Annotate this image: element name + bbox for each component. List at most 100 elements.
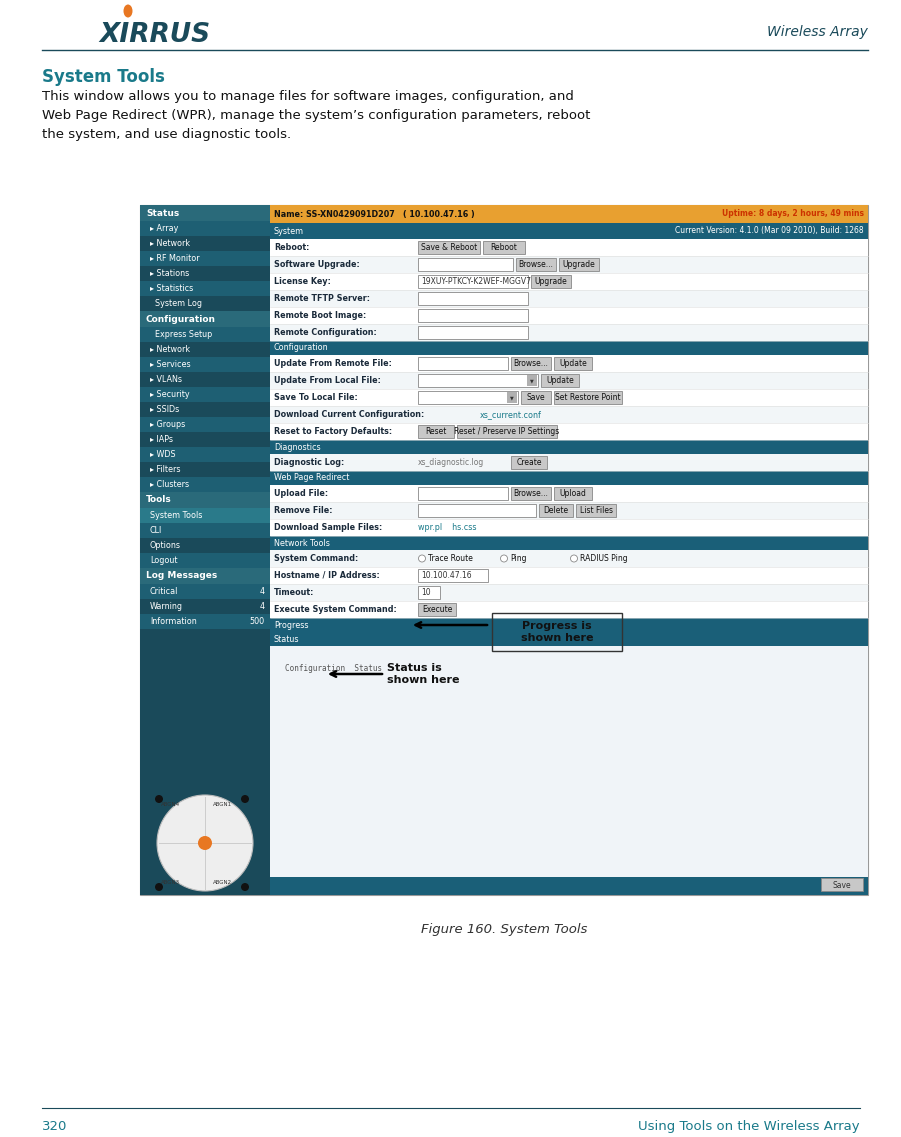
Text: ▸ RF Monitor: ▸ RF Monitor [150, 254, 200, 263]
Bar [457, 425, 557, 438]
Bar [270, 567, 868, 584]
Bar [270, 355, 868, 372]
Text: Reset / Preserve IP Settings: Reset / Preserve IP Settings [454, 428, 560, 435]
Text: Warning: Warning [150, 601, 183, 611]
Bar [270, 646, 868, 895]
Text: Update: Update [546, 376, 574, 385]
Circle shape [241, 883, 249, 891]
Bar [270, 471, 868, 485]
Text: ▸ Network: ▸ Network [150, 239, 190, 248]
Bar [140, 205, 868, 895]
Text: Save & Reboot: Save & Reboot [421, 243, 478, 252]
Circle shape [418, 555, 425, 562]
Text: Update From Local File:: Update From Local File: [274, 376, 381, 385]
Bar [418, 275, 528, 288]
Text: ▼: ▼ [510, 395, 514, 400]
Bar [270, 205, 868, 223]
Text: This window allows you to manage files for software images, configuration, and
W: This window allows you to manage files f… [42, 90, 590, 141]
Bar [140, 568, 270, 584]
Circle shape [241, 795, 249, 803]
Text: Browse...: Browse... [514, 489, 549, 498]
Bar [140, 372, 270, 387]
Text: Options: Options [150, 541, 181, 550]
Bar [270, 550, 868, 567]
Text: System Command:: System Command: [274, 554, 359, 563]
Text: ▸ Network: ▸ Network [150, 345, 190, 354]
Text: Configuration  Status: Configuration Status [285, 664, 382, 673]
Bar [539, 504, 573, 517]
Bar [418, 357, 508, 370]
Circle shape [157, 795, 253, 891]
Text: 4: 4 [260, 587, 265, 596]
Bar [270, 584, 868, 601]
Text: Log Messages: Log Messages [146, 572, 217, 581]
Text: ▸ Services: ▸ Services [150, 360, 191, 370]
Text: Figure 160. System Tools: Figure 160. System Tools [421, 923, 587, 936]
Circle shape [198, 836, 212, 850]
Bar [140, 523, 270, 538]
Bar [140, 281, 270, 296]
Text: Critical: Critical [150, 587, 178, 596]
Wedge shape [142, 350, 190, 446]
Bar [554, 487, 592, 500]
Bar [270, 518, 868, 536]
Bar [270, 619, 868, 632]
Text: ▸ VLANs: ▸ VLANs [150, 375, 182, 384]
Bar [270, 223, 868, 239]
Text: RADIUS Ping: RADIUS Ping [580, 554, 628, 563]
Text: Execute: Execute [422, 605, 452, 614]
Bar [270, 877, 868, 895]
Bar [418, 391, 518, 404]
Text: Remote TFTP Server:: Remote TFTP Server: [274, 294, 370, 302]
Bar [270, 307, 868, 324]
Text: Upgrade: Upgrade [562, 260, 596, 269]
Bar [140, 538, 270, 553]
Bar [140, 432, 270, 447]
Bar [418, 292, 528, 305]
Bar [140, 327, 270, 342]
Bar [140, 251, 270, 266]
Bar [511, 487, 551, 500]
Bar [270, 389, 868, 406]
Text: Upload File:: Upload File: [274, 489, 328, 498]
Text: System Tools: System Tools [150, 511, 203, 520]
Text: XIRRUS: XIRRUS [99, 22, 211, 48]
Text: Diagnostic Log:: Diagnostic Log: [274, 458, 344, 467]
Bar [521, 391, 551, 404]
Bar [140, 221, 270, 236]
Text: Progress is
shown here: Progress is shown here [521, 621, 593, 644]
Bar [140, 205, 270, 221]
Text: Current Version: 4.1.0 (Mar 09 2010), Build: 1268: Current Version: 4.1.0 (Mar 09 2010), Bu… [676, 226, 864, 235]
Text: Uptime: 8 days, 2 hours, 49 mins: Uptime: 8 days, 2 hours, 49 mins [722, 209, 864, 218]
Bar [418, 568, 488, 582]
Text: Tools: Tools [146, 496, 172, 505]
Text: System: System [274, 226, 305, 235]
Text: wpr.pl    hs.css: wpr.pl hs.css [418, 523, 477, 532]
Bar [140, 342, 270, 357]
Bar [140, 584, 270, 599]
Bar [270, 372, 868, 389]
Bar [559, 258, 599, 271]
Text: List Files: List Files [579, 506, 613, 515]
Text: ABGN4: ABGN4 [161, 803, 180, 807]
Text: Using Tools on the Wireless Array: Using Tools on the Wireless Array [639, 1120, 860, 1132]
Bar [140, 492, 270, 508]
Text: Browse...: Browse... [514, 359, 549, 368]
Bar [507, 392, 517, 402]
Text: ABGN3: ABGN3 [161, 880, 180, 886]
Bar [140, 447, 270, 462]
Text: ▸ Statistics: ▸ Statistics [150, 284, 193, 293]
Bar [418, 487, 508, 500]
Bar [140, 599, 270, 614]
Text: Download Current Configuration:: Download Current Configuration: [274, 410, 424, 420]
Bar [140, 553, 270, 568]
Text: 19XUY-PTKCY-K2WEF-MGGV7: 19XUY-PTKCY-K2WEF-MGGV7 [421, 277, 531, 287]
Bar [270, 406, 868, 423]
Text: ▸ Stations: ▸ Stations [150, 269, 189, 279]
Bar [270, 341, 868, 355]
Text: xs_current.conf: xs_current.conf [480, 410, 542, 420]
Text: System Tools: System Tools [42, 68, 165, 86]
Text: Reset to Factory Defaults:: Reset to Factory Defaults: [274, 428, 392, 435]
Text: Delete: Delete [543, 506, 569, 515]
Bar [270, 239, 868, 256]
